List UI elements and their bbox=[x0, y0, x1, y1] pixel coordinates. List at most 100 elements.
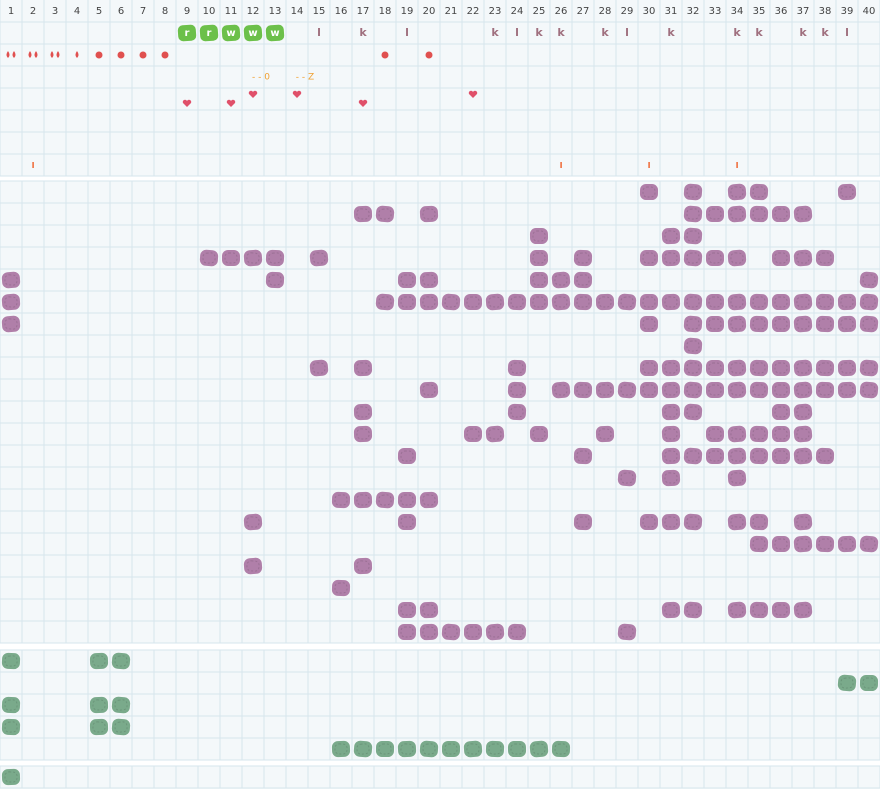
tile-shade bbox=[554, 274, 568, 286]
tick-icon bbox=[32, 162, 34, 168]
section-gap bbox=[0, 760, 880, 766]
letter: l bbox=[625, 26, 629, 39]
badge-letter: w bbox=[226, 28, 235, 39]
tile-shade bbox=[730, 604, 744, 616]
tick-icon bbox=[560, 162, 562, 168]
tile-shade bbox=[862, 362, 876, 374]
column-number: 25 bbox=[533, 6, 546, 17]
tile-shade bbox=[268, 274, 282, 286]
tile-shade bbox=[730, 252, 744, 264]
tile-shade bbox=[466, 296, 480, 308]
tile-shade bbox=[598, 296, 612, 308]
tile-shade bbox=[510, 743, 524, 755]
tile-shade bbox=[796, 318, 810, 330]
letter: l bbox=[845, 26, 849, 39]
tile-shade bbox=[686, 450, 700, 462]
drop-icon bbox=[28, 51, 32, 58]
letter: k bbox=[821, 26, 829, 39]
tile-shade bbox=[400, 516, 414, 528]
tile-shade bbox=[708, 384, 722, 396]
letter: k bbox=[799, 26, 807, 39]
tile-shade bbox=[510, 626, 524, 638]
column-number: 6 bbox=[118, 6, 124, 17]
tile-shade bbox=[620, 472, 634, 484]
tile-shade bbox=[752, 208, 766, 220]
tile-shade bbox=[730, 472, 744, 484]
tile-shade bbox=[686, 252, 700, 264]
tile-shade bbox=[818, 252, 832, 264]
tile-shade bbox=[730, 450, 744, 462]
tile-shade bbox=[686, 340, 700, 352]
tile-shade bbox=[708, 318, 722, 330]
letter: k bbox=[733, 26, 741, 39]
tile-shade bbox=[840, 362, 854, 374]
column-number: 26 bbox=[555, 6, 568, 17]
column-number: 4 bbox=[74, 6, 80, 17]
column-number: 11 bbox=[225, 6, 238, 17]
tile-shade bbox=[686, 318, 700, 330]
column-number: 15 bbox=[313, 6, 326, 17]
tile-shade bbox=[840, 318, 854, 330]
tile-shade bbox=[268, 252, 282, 264]
column-number: 39 bbox=[841, 6, 854, 17]
note: - - 0 bbox=[252, 73, 270, 83]
column-number: 2 bbox=[30, 6, 36, 17]
tile-shade bbox=[664, 450, 678, 462]
tile-shade bbox=[422, 274, 436, 286]
column-number: 35 bbox=[753, 6, 766, 17]
tile-shade bbox=[598, 384, 612, 396]
tile-shade bbox=[356, 428, 370, 440]
tile-shade bbox=[114, 655, 128, 667]
tile-shade bbox=[774, 450, 788, 462]
tile-shade bbox=[4, 296, 18, 308]
column-number: 30 bbox=[643, 6, 656, 17]
tile-shade bbox=[466, 428, 480, 440]
tile-shade bbox=[774, 406, 788, 418]
tile-shade bbox=[730, 296, 744, 308]
tile-shade bbox=[400, 494, 414, 506]
tile-shade bbox=[378, 208, 392, 220]
letter: k bbox=[667, 26, 675, 39]
tile-shade bbox=[488, 743, 502, 755]
column-number: 23 bbox=[489, 6, 502, 17]
tile-shade bbox=[246, 516, 260, 528]
tile-shade bbox=[422, 384, 436, 396]
tile-shade bbox=[774, 362, 788, 374]
tile-shade bbox=[334, 494, 348, 506]
tile-shade bbox=[4, 318, 18, 330]
tile-shade bbox=[642, 296, 656, 308]
tile-shade bbox=[796, 428, 810, 440]
letter: k bbox=[535, 26, 543, 39]
column-number: 36 bbox=[775, 6, 788, 17]
tile-shade bbox=[642, 186, 656, 198]
tick-icon bbox=[648, 162, 650, 168]
letter: l bbox=[317, 26, 321, 39]
column-number: 31 bbox=[665, 6, 678, 17]
tile-shade bbox=[862, 318, 876, 330]
column-number: 37 bbox=[797, 6, 810, 17]
tile-shade bbox=[686, 186, 700, 198]
tile-shade bbox=[378, 494, 392, 506]
column-number: 3 bbox=[52, 6, 58, 17]
tile-shade bbox=[422, 208, 436, 220]
tile-shade bbox=[532, 230, 546, 242]
tile-shade bbox=[730, 208, 744, 220]
tile-shade bbox=[686, 384, 700, 396]
tile-shade bbox=[422, 494, 436, 506]
letter: l bbox=[405, 26, 409, 39]
badge-letter: w bbox=[248, 28, 257, 39]
tile-shade bbox=[774, 208, 788, 220]
tile-shade bbox=[840, 296, 854, 308]
tile-shade bbox=[862, 538, 876, 550]
heart-icon bbox=[226, 99, 236, 107]
tile-shade bbox=[444, 296, 458, 308]
tile-shade bbox=[554, 384, 568, 396]
column-number: 40 bbox=[863, 6, 876, 17]
column-number: 29 bbox=[621, 6, 634, 17]
tile-shade bbox=[224, 252, 238, 264]
tile-shade bbox=[444, 743, 458, 755]
tile-shade bbox=[818, 538, 832, 550]
tile-shade bbox=[92, 655, 106, 667]
dot-icon bbox=[139, 51, 147, 59]
tile-shade bbox=[708, 362, 722, 374]
